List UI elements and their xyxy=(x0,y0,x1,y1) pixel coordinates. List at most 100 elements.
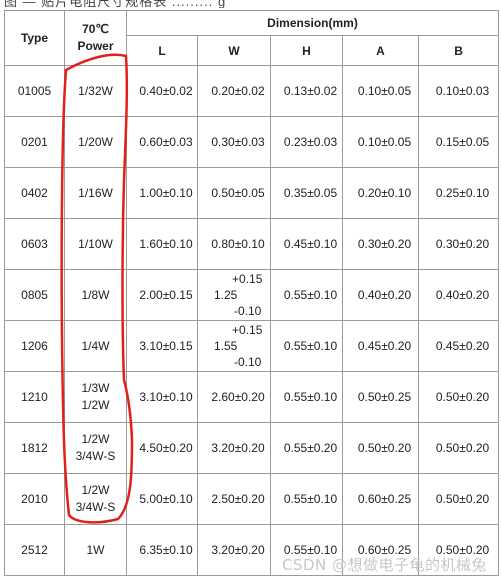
table-row: 2512 1W 6.35±0.10 3.20±0.20 0.55±0.10 0.60±0.… xyxy=(4,524,500,576)
power-value: 1/32W xyxy=(78,83,113,98)
dim-cell-l: 3.10±0.15 xyxy=(126,320,198,372)
power-cell: 1/16W xyxy=(64,167,127,219)
dim-cell-w: 0.20±0.02 xyxy=(197,65,271,117)
dim-cell-l: 1.00±0.10 xyxy=(126,167,198,219)
dim-cell-w: +0.15 1.25 -0.10 xyxy=(197,269,271,321)
dim-cell-w: 2.50±0.20 xyxy=(197,473,271,525)
power-value: 1W xyxy=(86,542,105,557)
dim-cell-w: 0.50±0.05 xyxy=(197,167,271,219)
dim-cell-a: 0.30±0.20 xyxy=(342,218,419,270)
type-cell: 1206 xyxy=(4,320,65,372)
power-value: 1/2W xyxy=(81,483,110,497)
power-value: 1/20W xyxy=(78,134,113,149)
dim-cell-l: 6.35±0.10 xyxy=(126,524,198,576)
table-row: 1812 1/2W 3/4W-S 4.50±0.20 3.20±0.20 0.55±0.2… xyxy=(4,422,500,474)
type-cell: 2512 xyxy=(4,524,65,576)
table-row: 1210 1/3W 1/2W 3.10±0.10 2.60±0.20 0.55±0.10 0… xyxy=(4,371,500,423)
dim-cell-h: 0.55±0.10 xyxy=(270,269,343,321)
dim-cell-b: 0.50±0.20 xyxy=(417,524,500,576)
table-row: 0805 1/8W 2.00±0.15 +0.15 1.25 -0.10 0.55±0.10… xyxy=(4,269,500,321)
tolerance-part: 1.25 xyxy=(214,288,238,302)
dim-cell-a: 0.20±0.10 xyxy=(342,167,419,219)
type-cell: 0603 xyxy=(4,218,65,270)
dim-cell-h: 0.13±0.02 xyxy=(270,65,343,117)
power-value: 3/4W-S xyxy=(75,500,116,514)
dim-cell-b: 0.50±0.20 xyxy=(417,473,500,525)
dim-cell-a: 0.10±0.05 xyxy=(342,65,419,117)
power-header: 70℃ Power xyxy=(64,10,127,66)
dim-cell-l: 3.10±0.10 xyxy=(126,371,198,423)
dim-cell-l: 0.40±0.02 xyxy=(126,65,198,117)
power-cell: 1/2W 3/4W-S xyxy=(64,422,127,474)
power-value: 1/3W xyxy=(81,381,110,395)
dim-cell-l: 4.50±0.20 xyxy=(126,422,198,474)
table-row: 0402 1/16W 1.00±0.10 0.50±0.05 0.35±0.05 0.20… xyxy=(4,167,500,219)
cropped-caption: 图 — 贴片电阻尺寸规格表 ......... g xyxy=(4,0,227,8)
dim-header-b: B xyxy=(417,35,500,66)
power-cell: 1/32W xyxy=(64,65,127,117)
type-cell: 0805 xyxy=(4,269,65,321)
dim-cell-h: 0.55±0.20 xyxy=(270,422,343,474)
dim-cell-a: 0.45±0.20 xyxy=(342,320,419,372)
dim-cell-w: 0.30±0.03 xyxy=(197,116,271,168)
tolerance-part: -0.10 xyxy=(234,355,262,369)
power-value: 1/2W xyxy=(81,432,110,446)
type-cell: 1812 xyxy=(4,422,65,474)
dim-cell-a: 0.40±0.20 xyxy=(342,269,419,321)
type-cell: 1210 xyxy=(4,371,65,423)
power-cell: 1W xyxy=(64,524,127,576)
power-cell: 1/4W xyxy=(64,320,127,372)
dim-cell-b: 0.40±0.20 xyxy=(417,269,500,321)
dim-header-l: L xyxy=(126,35,198,66)
type-cell: 01005 xyxy=(4,65,65,117)
dim-header-a: A xyxy=(342,35,419,66)
tolerance-part: +0.15 xyxy=(232,272,263,286)
table-row: 01005 1/32W 0.40±0.02 0.20±0.02 0.13±0.02 0.1… xyxy=(4,65,500,117)
power-header-label: Power xyxy=(77,39,114,53)
type-cell: 0201 xyxy=(4,116,65,168)
type-header: Type xyxy=(4,10,65,66)
table-row: 2010 1/2W 3/4W-S 5.00±0.10 2.50±0.20 0.55±0.1… xyxy=(4,473,500,525)
dim-cell-b: 0.45±0.20 xyxy=(417,320,500,372)
power-cell: 1/2W 3/4W-S xyxy=(64,473,127,525)
dim-cell-b: 0.50±0.20 xyxy=(417,371,500,423)
dim-cell-w: 3.20±0.20 xyxy=(197,422,271,474)
power-value: 1/2W xyxy=(81,398,110,412)
tolerance-part: 1.55 xyxy=(214,339,238,353)
power-header-temp: 70℃ xyxy=(82,22,109,36)
table-row: 0201 1/20W 0.60±0.03 0.30±0.03 0.23±0.03 0.10… xyxy=(4,116,500,168)
dim-cell-a: 0.10±0.05 xyxy=(342,116,419,168)
dim-cell-a: 0.50±0.25 xyxy=(342,371,419,423)
dim-cell-w: 3.20±0.20 xyxy=(197,524,271,576)
dim-header-w: W xyxy=(197,35,271,66)
dim-cell-l: 5.00±0.10 xyxy=(126,473,198,525)
dim-cell-h: 0.35±0.05 xyxy=(270,167,343,219)
power-cell: 1/3W 1/2W xyxy=(64,371,127,423)
dim-cell-h: 0.45±0.10 xyxy=(270,218,343,270)
dim-cell-b: 0.15±0.05 xyxy=(417,116,500,168)
dim-cell-b: 0.25±0.10 xyxy=(417,167,500,219)
dim-cell-l: 2.00±0.15 xyxy=(126,269,198,321)
table-row: 1206 1/4W 3.10±0.15 +0.15 1.55 -0.10 0.55±0.10… xyxy=(4,320,500,372)
power-value: 3/4W-S xyxy=(75,449,116,463)
dim-cell-l: 0.60±0.03 xyxy=(126,116,198,168)
dim-cell-b: 0.30±0.20 xyxy=(417,218,500,270)
dim-cell-b: 0.10±0.03 xyxy=(417,65,500,117)
power-cell: 1/10W xyxy=(64,218,127,270)
power-cell: 1/8W xyxy=(64,269,127,321)
tolerance-part: +0.15 xyxy=(232,323,263,337)
dim-cell-w: 0.80±0.10 xyxy=(197,218,271,270)
power-value: 1/4W xyxy=(81,338,110,353)
dimension-header: Dimension(mm) xyxy=(125,10,500,36)
dim-cell-l: 1.60±0.10 xyxy=(126,218,198,270)
dim-cell-h: 0.55±0.10 xyxy=(270,320,343,372)
dim-cell-h: 0.23±0.03 xyxy=(270,116,343,168)
tolerance-part: -0.10 xyxy=(234,304,262,318)
power-value: 1/16W xyxy=(78,185,113,200)
type-cell: 0402 xyxy=(4,167,65,219)
csdn-watermark: CSDN @想做电子龟的机械兔 xyxy=(281,556,487,574)
dim-header-h: H xyxy=(270,35,343,66)
power-cell: 1/20W xyxy=(64,116,127,168)
dim-cell-a: 0.50±0.20 xyxy=(342,422,419,474)
